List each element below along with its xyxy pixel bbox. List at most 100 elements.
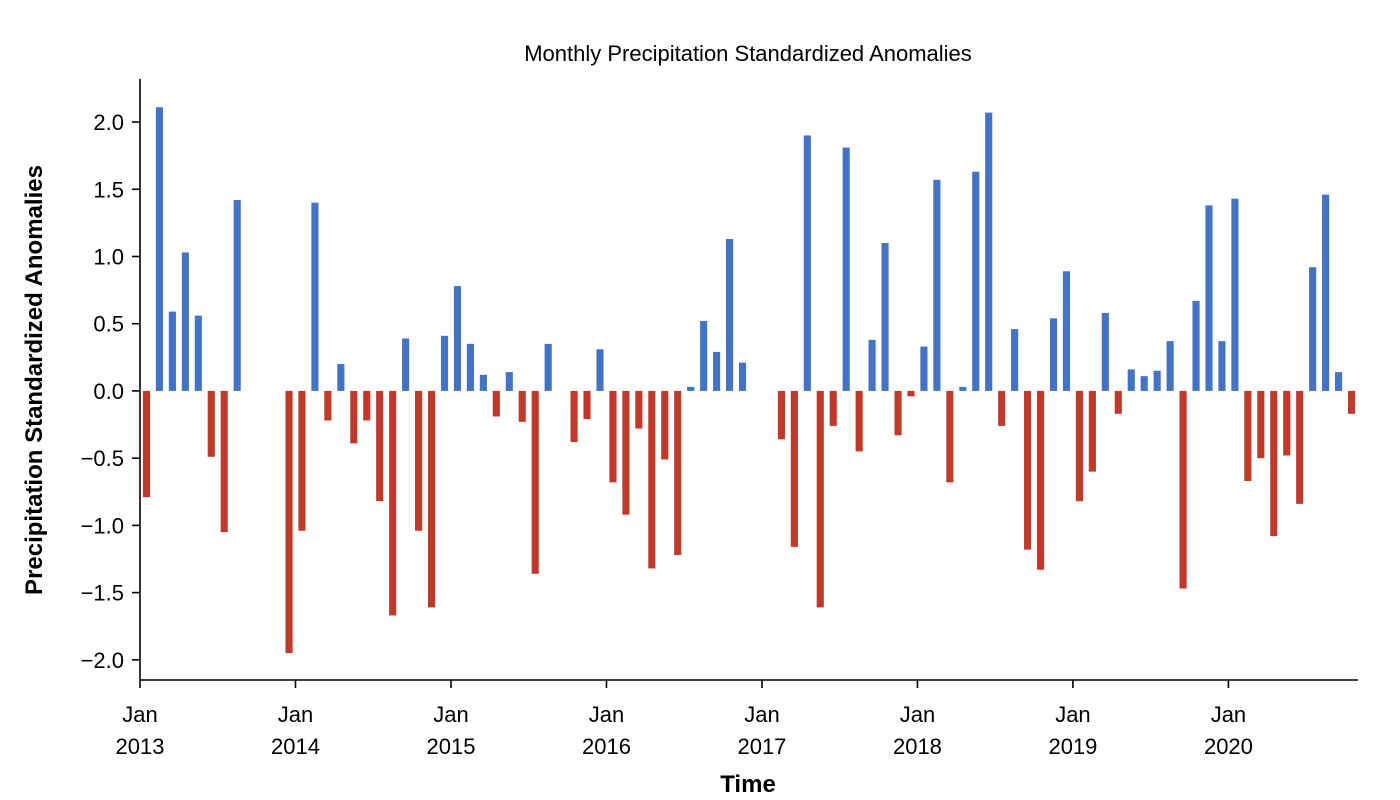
bar-2018-09 [1024,390,1032,550]
bar-2017-04 [803,135,811,391]
bar-2017-11 [894,390,902,436]
bar-2015-08 [544,343,552,391]
bar-2017-03 [790,390,798,547]
x-tick-label-year: 2017 [737,734,786,759]
bar-2017-10 [881,243,889,391]
bar-2018-05 [972,171,980,391]
bar-2018-10 [1036,390,1045,570]
bar-2017-06 [829,390,837,426]
x-tick-label-month: Jan [900,702,935,727]
bar-2020-03 [1257,390,1265,459]
y-tick-label: −1.0 [81,513,124,538]
bar-2016-03 [635,390,643,429]
x-tick-label-month: Jan [1211,702,1246,727]
bar-2020-07 [1309,267,1317,391]
bar-2016-11 [738,362,747,391]
x-tick-label-year: 2020 [1204,734,1253,759]
bar-2018-01 [920,346,928,391]
bars-group [142,107,1356,654]
bar-2015-06 [518,390,526,422]
bar-2019-05 [1127,369,1135,391]
bar-2015-03 [479,374,487,391]
bar-2013-01 [142,390,151,498]
x-tick-label-month: Jan [433,702,468,727]
x-tick-label-month: Jan [1055,702,1090,727]
y-tick-label: 1.5 [93,177,124,202]
bar-2017-09 [868,339,876,391]
x-axis-label: Time [720,771,776,798]
x-tick-label-month: Jan [744,702,779,727]
bar-2014-01 [298,390,306,531]
bar-2019-01 [1075,390,1083,502]
bar-2018-12 [1062,271,1071,391]
bar-2019-11 [1205,205,1213,391]
bar-2017-05 [816,390,824,608]
bar-2018-02 [933,179,941,391]
bar-2014-08 [389,390,397,616]
bar-2015-10 [570,390,578,443]
bar-2018-03 [946,390,954,483]
bar-2013-08 [233,200,241,391]
y-tick-label: −2.0 [81,648,124,673]
bar-2020-09 [1335,372,1343,391]
bar-2014-03 [324,390,332,421]
bar-2013-12 [285,390,293,654]
bar-2014-11 [427,390,436,608]
x-tick-label-year: 2013 [116,734,165,759]
bar-2014-10 [415,390,423,531]
bar-2013-03 [168,311,176,391]
bar-2017-12 [907,390,915,397]
bar-2016-05 [661,390,669,460]
bar-2019-07 [1153,370,1161,391]
y-ticks-group: 2.0 1.5 1.0 0.5 0.0 −0.5 −1.0 −1.5 −2.0 [81,110,140,673]
bar-2017-07 [842,147,850,391]
bar-2017-08 [855,390,863,452]
x-tick-label-month: Jan [278,702,313,727]
bar-2020-01 [1231,198,1239,391]
x-tick-label-year: 2014 [271,734,320,759]
bar-2014-09 [402,338,410,391]
y-tick-label: 0.5 [93,312,124,337]
x-tick-label-year: 2018 [893,734,942,759]
bar-2018-06 [985,112,993,391]
x-tick-label-month: Jan [122,702,157,727]
bar-2020-06 [1296,390,1304,504]
x-ticks-group: Jan 2013 Jan 2014 Jan 2015 Jan 2016 Jan 2017 Jan 20… [116,680,1253,759]
bar-2017-02 [777,390,785,440]
bar-2014-02 [311,202,319,391]
bar-2014-12 [440,335,449,391]
bar-2016-04 [648,390,656,569]
bar-2019-04 [1114,390,1122,414]
bar-2019-02 [1088,390,1096,472]
bar-2013-04 [181,252,189,391]
bar-2016-07 [687,386,695,391]
y-tick-label: −1.5 [81,581,124,606]
bar-2016-01 [609,390,617,483]
bar-2019-09 [1179,390,1187,589]
x-tick-label-year: 2019 [1048,734,1097,759]
x-tick-label-year: 2016 [582,734,631,759]
bar-2015-04 [492,390,500,417]
y-tick-label: 1.0 [93,244,124,269]
bar-2014-06 [363,390,371,421]
bar-2016-06 [674,390,682,555]
bar-2016-09 [713,351,721,391]
y-tick-label: 0.0 [93,379,124,404]
bar-2013-07 [220,390,228,533]
y-tick-label: −0.5 [81,446,124,471]
bar-2015-05 [505,372,513,391]
bar-2015-11 [583,390,591,420]
bar-2019-03 [1101,312,1109,391]
bar-2019-08 [1166,341,1174,391]
bar-2020-04 [1270,390,1278,537]
bar-2015-01 [453,286,462,391]
bar-2014-05 [350,390,358,444]
chart-title: Monthly Precipitation Standardized Anoma… [524,41,972,66]
bar-2014-07 [376,390,384,502]
bar-2016-08 [700,321,708,391]
bar-2015-02 [466,343,474,391]
bar-2019-10 [1192,300,1200,391]
bar-2018-04 [959,386,967,391]
bar-2019-06 [1140,376,1148,391]
